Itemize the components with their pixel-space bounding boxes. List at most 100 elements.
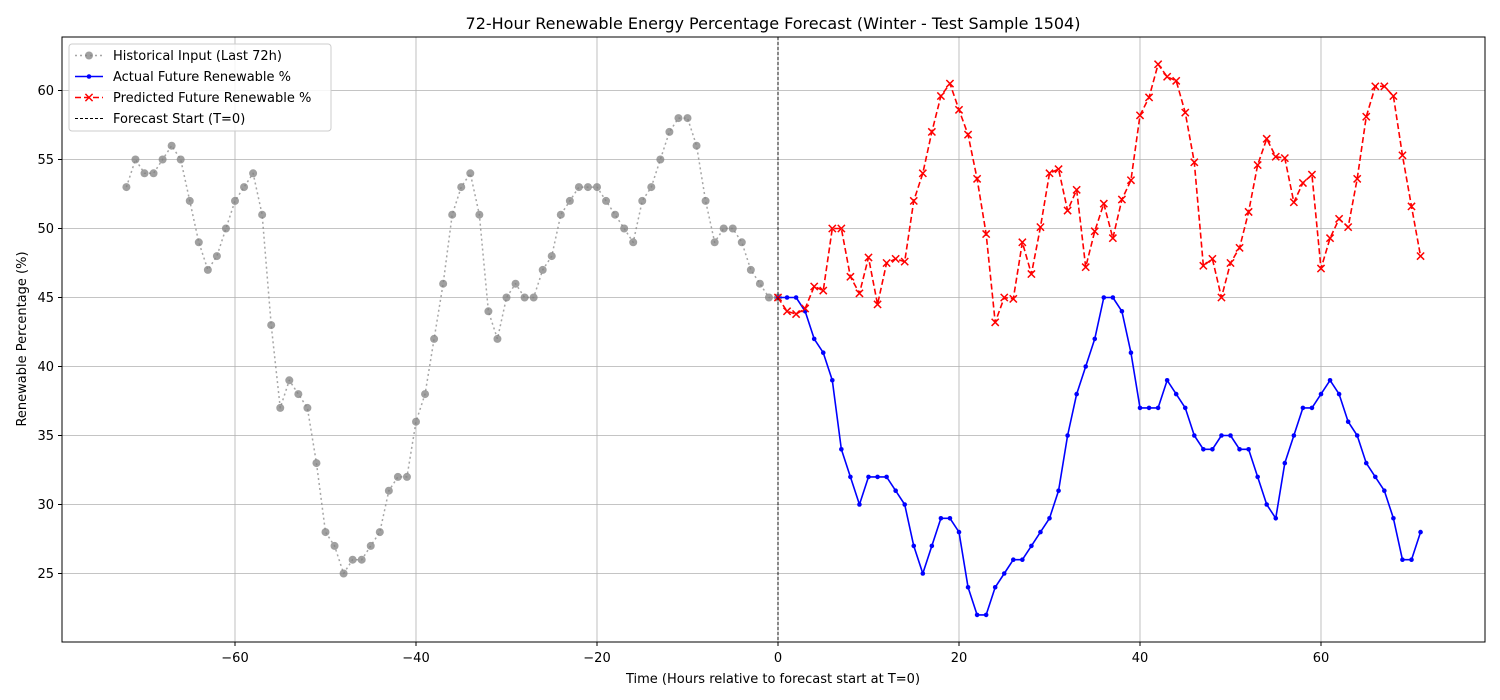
data-point	[846, 272, 855, 281]
data-point-stroke	[1135, 111, 1145, 120]
y-tick-label: 45	[37, 291, 54, 306]
data-point	[1235, 243, 1244, 252]
data-point	[938, 516, 944, 521]
data-point	[276, 403, 285, 412]
data-point	[1063, 206, 1072, 215]
data-point	[330, 541, 339, 550]
data-point-stroke	[819, 286, 828, 295]
data-point	[1018, 238, 1027, 247]
data-point	[538, 265, 547, 274]
data-point	[882, 258, 891, 268]
data-point-stroke	[1000, 293, 1009, 302]
data-point	[746, 265, 755, 274]
data-point	[1126, 176, 1136, 185]
data-point	[1307, 170, 1317, 179]
data-point	[1047, 516, 1052, 521]
data-point	[1291, 433, 1297, 438]
data-point-stroke	[1226, 258, 1235, 268]
data-point	[1192, 433, 1197, 438]
data-point	[1182, 405, 1188, 411]
data-point	[176, 155, 185, 164]
data-point	[992, 585, 998, 590]
data-point	[593, 183, 601, 192]
data-point-stroke	[873, 300, 882, 309]
data-point	[339, 569, 348, 578]
data-point	[303, 403, 312, 412]
data-point	[258, 210, 267, 219]
data-point-stroke	[900, 257, 909, 266]
data-point	[1119, 309, 1125, 314]
data-point	[167, 141, 176, 150]
data-point-stroke	[1316, 264, 1326, 273]
data-point	[1298, 178, 1308, 188]
data-point	[1217, 293, 1226, 302]
data-point-stroke	[936, 91, 946, 101]
data-point	[1155, 405, 1161, 411]
data-point	[149, 169, 158, 178]
data-point	[84, 93, 94, 102]
data-point	[1345, 419, 1351, 425]
data-point-stroke	[1416, 251, 1425, 261]
data-point-stroke	[1298, 178, 1308, 188]
data-point	[402, 472, 411, 481]
data-point	[1144, 93, 1154, 102]
data-point	[393, 472, 402, 481]
data-point	[1280, 153, 1289, 163]
data-point	[1173, 391, 1179, 397]
data-point	[719, 224, 728, 233]
y-tick-label: 40	[37, 360, 54, 375]
data-point-stroke	[1108, 234, 1117, 243]
data-point	[1208, 254, 1217, 263]
legend-label: Actual Future Renewable %	[113, 70, 291, 85]
data-point	[647, 183, 656, 192]
x-tick-label: −60	[221, 651, 248, 666]
data-point	[1135, 111, 1145, 120]
data-point	[1407, 202, 1416, 211]
data-point	[1398, 151, 1407, 160]
data-point	[983, 612, 989, 618]
data-point	[909, 196, 918, 206]
legend-item: Actual Future Renewable %	[75, 70, 291, 85]
data-point	[140, 169, 149, 178]
data-point	[1273, 516, 1279, 521]
data-point	[1336, 391, 1342, 397]
data-point	[1065, 433, 1070, 438]
data-point	[602, 196, 611, 205]
data-point	[583, 183, 592, 192]
data-point-stroke	[972, 174, 982, 183]
data-point	[956, 529, 962, 535]
data-point	[737, 238, 746, 247]
data-point-stroke	[1353, 174, 1362, 183]
y-axis-label: Renewable Percentage (%)	[15, 251, 30, 426]
x-axis-label: Time (Hours relative to forecast start a…	[625, 672, 920, 687]
data-point	[701, 196, 710, 205]
data-point-stroke	[954, 105, 964, 114]
data-point-stroke	[1045, 169, 1054, 178]
data-point	[1334, 214, 1344, 223]
data-point	[873, 300, 882, 309]
data-point	[611, 210, 620, 219]
data-point	[457, 183, 466, 192]
data-point	[1353, 174, 1362, 183]
data-point	[1253, 160, 1262, 170]
data-point	[884, 474, 889, 480]
data-point	[466, 169, 475, 178]
data-point-stroke	[1117, 195, 1127, 204]
data-point	[412, 417, 420, 426]
data-point-stroke	[1144, 93, 1154, 102]
data-point-stroke	[1153, 60, 1163, 69]
data-point-stroke	[1289, 198, 1298, 207]
series-1	[775, 295, 1423, 618]
data-point-stroke	[1199, 261, 1208, 270]
data-point	[1036, 222, 1045, 232]
data-point	[231, 196, 239, 205]
data-point-stroke	[837, 224, 846, 233]
data-point	[384, 486, 393, 495]
data-point-stroke	[1163, 72, 1172, 81]
data-point	[830, 378, 835, 383]
data-point	[1117, 195, 1127, 204]
data-point	[1226, 258, 1235, 268]
data-point	[574, 183, 583, 192]
data-point	[954, 105, 964, 114]
data-point	[475, 210, 484, 219]
